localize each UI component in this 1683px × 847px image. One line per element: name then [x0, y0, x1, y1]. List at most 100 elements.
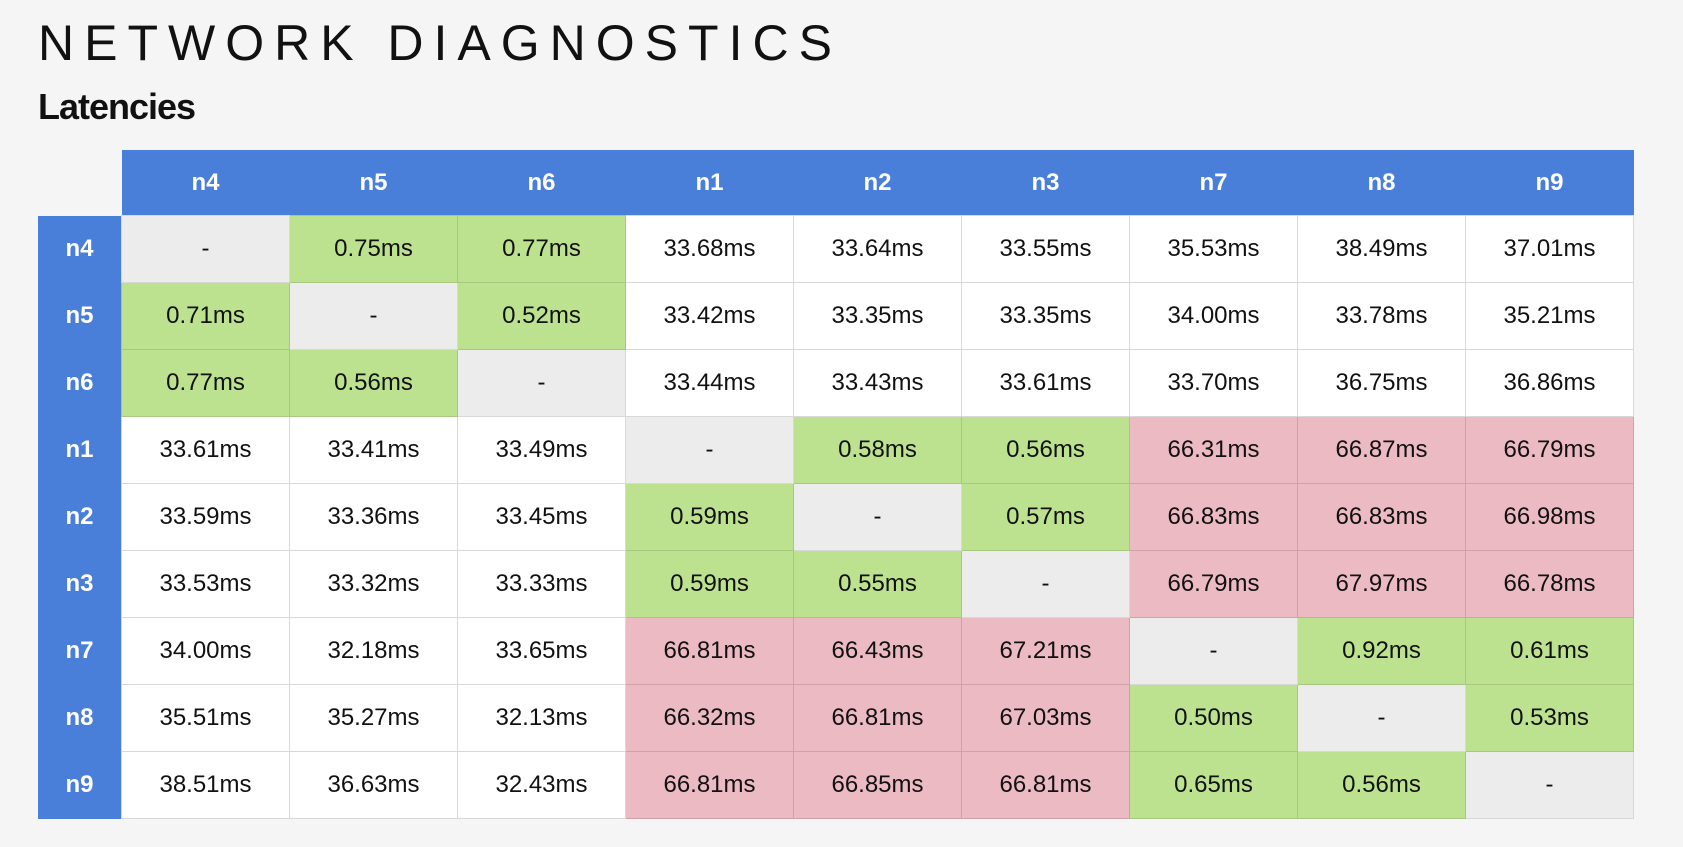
latency-cell-n2-n8: 66.83ms: [1297, 483, 1466, 551]
page-title: NETWORK DIAGNOSTICS: [38, 15, 842, 71]
latency-cell-n8-n1: 66.32ms: [625, 684, 794, 752]
latency-cell-n3-n9: 66.78ms: [1465, 550, 1634, 618]
latency-cell-n3-n3: -: [961, 550, 1130, 618]
latency-cell-n3-n7: 66.79ms: [1129, 550, 1298, 618]
latency-cell-n9-n6: 32.43ms: [457, 751, 626, 819]
latency-cell-n9-n7: 0.65ms: [1129, 751, 1298, 819]
latency-cell-n4-n4: -: [121, 215, 290, 283]
latency-cell-n4-n8: 38.49ms: [1297, 215, 1466, 283]
table-body: n4-0.75ms 0.77ms 33.68ms 33.64ms 33.55ms 35.5…: [38, 215, 1634, 819]
latency-cell-n6-n1: 33.44ms: [625, 349, 794, 417]
latency-cell-n3-n1: 0.59ms: [625, 550, 794, 618]
latency-cell-n4-n2: 33.64ms: [793, 215, 962, 283]
column-header-n9: n9: [1465, 150, 1634, 216]
table-row: n2 33.59ms 33.36ms 33.45ms 0.59ms -0.57ms 66.8…: [38, 483, 1634, 551]
latency-cell-n1-n5: 33.41ms: [289, 416, 458, 484]
latency-cell-n1-n8: 66.87ms: [1297, 416, 1466, 484]
latency-cell-n4-n3: 33.55ms: [961, 215, 1130, 283]
latency-cell-n4-n5: 0.75ms: [289, 215, 458, 283]
latency-cell-n4-n6: 0.77ms: [457, 215, 626, 283]
latency-cell-n9-n8: 0.56ms: [1297, 751, 1466, 819]
latency-cell-n3-n5: 33.32ms: [289, 550, 458, 618]
latency-cell-n6-n5: 0.56ms: [289, 349, 458, 417]
latency-cell-n1-n7: 66.31ms: [1129, 416, 1298, 484]
latency-cell-n4-n1: 33.68ms: [625, 215, 794, 283]
latency-cell-n6-n2: 33.43ms: [793, 349, 962, 417]
header-row: n4 n5 n6 n1 n2 n3 n7 n8 n9: [38, 150, 1634, 216]
latency-cell-n2-n5: 33.36ms: [289, 483, 458, 551]
column-header-n4: n4: [121, 150, 290, 216]
table-header: n4 n5 n6 n1 n2 n3 n7 n8 n9: [38, 150, 1634, 216]
latency-cell-n5-n1: 33.42ms: [625, 282, 794, 350]
latency-cell-n5-n3: 33.35ms: [961, 282, 1130, 350]
latency-cell-n8-n4: 35.51ms: [121, 684, 290, 752]
column-header-n6: n6: [457, 150, 626, 216]
table-row: n3 33.53ms 33.32ms 33.33ms 0.59ms 0.55ms -66.7…: [38, 550, 1634, 618]
latency-cell-n6-n3: 33.61ms: [961, 349, 1130, 417]
table-row: n5 0.71ms -0.52ms 33.42ms 33.35ms 33.35ms 34.0…: [38, 282, 1634, 350]
latency-cell-n7-n4: 34.00ms: [121, 617, 290, 685]
latency-cell-n9-n3: 66.81ms: [961, 751, 1130, 819]
latency-cell-n7-n1: 66.81ms: [625, 617, 794, 685]
latency-cell-n7-n8: 0.92ms: [1297, 617, 1466, 685]
latency-cell-n4-n7: 35.53ms: [1129, 215, 1298, 283]
table-row: n6 0.77ms 0.56ms -33.44ms 33.43ms 33.61ms 33.7…: [38, 349, 1634, 417]
latency-cell-n1-n6: 33.49ms: [457, 416, 626, 484]
row-header-n8: n8: [38, 684, 122, 752]
latency-cell-n9-n2: 66.85ms: [793, 751, 962, 819]
latency-cell-n1-n2: 0.58ms: [793, 416, 962, 484]
latency-cell-n6-n9: 36.86ms: [1465, 349, 1634, 417]
column-header-n8: n8: [1297, 150, 1466, 216]
section-title: Latencies: [38, 86, 196, 127]
latency-cell-n5-n2: 33.35ms: [793, 282, 962, 350]
row-header-n9: n9: [38, 751, 122, 819]
column-header-n1: n1: [625, 150, 794, 216]
row-header-n7: n7: [38, 617, 122, 685]
latency-cell-n5-n9: 35.21ms: [1465, 282, 1634, 350]
latency-cell-n8-n3: 67.03ms: [961, 684, 1130, 752]
latency-cell-n5-n4: 0.71ms: [121, 282, 290, 350]
latency-cell-n1-n9: 66.79ms: [1465, 416, 1634, 484]
latency-cell-n8-n9: 0.53ms: [1465, 684, 1634, 752]
latency-cell-n3-n2: 0.55ms: [793, 550, 962, 618]
latency-cell-n5-n6: 0.52ms: [457, 282, 626, 350]
latency-cell-n6-n4: 0.77ms: [121, 349, 290, 417]
latency-cell-n9-n9: -: [1465, 751, 1634, 819]
latency-cell-n6-n7: 33.70ms: [1129, 349, 1298, 417]
latency-cell-n3-n6: 33.33ms: [457, 550, 626, 618]
latency-table: n4 n5 n6 n1 n2 n3 n7 n8 n9 n4-0.75ms 0.77ms 33.68m…: [38, 150, 1634, 819]
latency-cell-n7-n5: 32.18ms: [289, 617, 458, 685]
latency-cell-n8-n7: 0.50ms: [1129, 684, 1298, 752]
column-header-n3: n3: [961, 150, 1130, 216]
latency-cell-n8-n8: -: [1297, 684, 1466, 752]
table-row: n9 38.51ms 36.63ms 32.43ms 66.81ms 66.85ms 66.…: [38, 751, 1634, 819]
row-header-n2: n2: [38, 483, 122, 551]
row-header-n5: n5: [38, 282, 122, 350]
latency-cell-n9-n5: 36.63ms: [289, 751, 458, 819]
latency-cell-n5-n5: -: [289, 282, 458, 350]
latency-cell-n3-n4: 33.53ms: [121, 550, 290, 618]
latency-cell-n2-n3: 0.57ms: [961, 483, 1130, 551]
row-header-n3: n3: [38, 550, 122, 618]
row-header-n1: n1: [38, 416, 122, 484]
column-header-n2: n2: [793, 150, 962, 216]
latency-cell-n7-n9: 0.61ms: [1465, 617, 1634, 685]
latency-cell-n1-n4: 33.61ms: [121, 416, 290, 484]
row-header-n6: n6: [38, 349, 122, 417]
latency-cell-n5-n7: 34.00ms: [1129, 282, 1298, 350]
latency-cell-n8-n2: 66.81ms: [793, 684, 962, 752]
table-row: n7 34.00ms 32.18ms 33.65ms 66.81ms 66.43ms 67.…: [38, 617, 1634, 685]
latency-cell-n7-n7: -: [1129, 617, 1298, 685]
latency-cell-n9-n1: 66.81ms: [625, 751, 794, 819]
latency-cell-n4-n9: 37.01ms: [1465, 215, 1634, 283]
latency-cell-n2-n7: 66.83ms: [1129, 483, 1298, 551]
latency-cell-n6-n6: -: [457, 349, 626, 417]
latency-cell-n9-n4: 38.51ms: [121, 751, 290, 819]
latency-cell-n2-n1: 0.59ms: [625, 483, 794, 551]
column-header-n7: n7: [1129, 150, 1298, 216]
latency-cell-n2-n2: -: [793, 483, 962, 551]
latency-cell-n7-n2: 66.43ms: [793, 617, 962, 685]
latency-cell-n3-n8: 67.97ms: [1297, 550, 1466, 618]
latency-cell-n2-n4: 33.59ms: [121, 483, 290, 551]
latency-cell-n6-n8: 36.75ms: [1297, 349, 1466, 417]
